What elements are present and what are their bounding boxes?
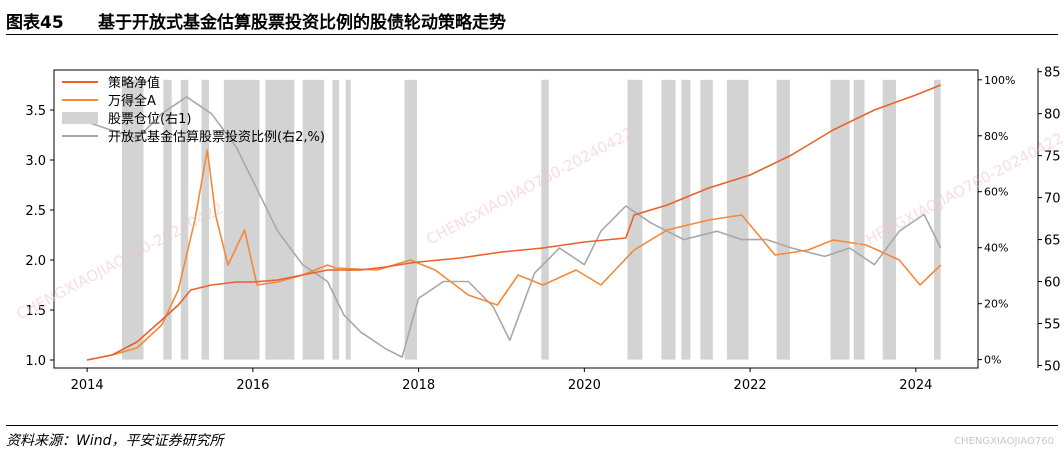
position-bars	[121, 79, 941, 360]
x-tick-label-2: 2018	[402, 378, 435, 393]
position-bar-18	[853, 79, 865, 360]
series-line-1	[86, 149, 942, 361]
series-line-2	[86, 96, 942, 358]
x-axis: 2014 2016 2018 2020 2022 2024	[71, 368, 932, 393]
position-bar-6	[302, 79, 325, 360]
legend-swatch-2	[62, 112, 98, 124]
position-bar-10	[541, 79, 549, 360]
position-bar-17	[830, 79, 850, 360]
position-bar-7	[332, 79, 340, 360]
legend-label-0: 策略净值	[108, 75, 160, 91]
y-left-tick-label-2: 2.0	[25, 254, 46, 269]
position-bar-3	[201, 79, 209, 360]
series-line-0	[86, 84, 941, 361]
x-tick-label-1: 2016	[236, 378, 269, 393]
x-tick-label-4: 2022	[734, 378, 767, 393]
position-bar-13	[681, 79, 691, 360]
position-bar-20	[934, 79, 941, 360]
y-right1-tick-label-3: 60%	[984, 186, 1008, 199]
y-right2-tick-label-3: 65	[1044, 234, 1061, 249]
y-axis-left: 1.0 1.5 2.0 2.5 3.0 3.5	[25, 104, 54, 369]
y-left-tick-label-4: 3.0	[25, 154, 46, 169]
y-left-tick-label-3: 2.5	[25, 204, 46, 219]
plot-frame	[53, 69, 979, 369]
position-bar-11	[627, 79, 643, 360]
y-right1-tick-label-5: 100%	[984, 74, 1015, 87]
position-bar-19	[882, 79, 896, 360]
y-left-tick-label-5: 3.5	[25, 104, 46, 119]
y-left-tick-label-1: 1.5	[25, 304, 46, 319]
position-bar-16	[776, 79, 790, 360]
figure-number: 图表45	[6, 13, 64, 33]
position-bar-4	[223, 79, 260, 360]
legend-label-1: 万得全A	[108, 93, 156, 109]
position-bar-1	[163, 79, 172, 360]
y-axis-right-position: 0% 20% 40% 60% 80% 100%	[978, 74, 1015, 367]
figure-header: 图表45 基于开放式基金估算股票投资比例的股债轮动策略走势	[6, 6, 1058, 34]
y-right2-tick-label-1: 55	[1044, 318, 1061, 333]
y-axis-right-ratio: 50 55 60 65 70 75 80 85	[1037, 66, 1061, 374]
x-tick-label-3: 2020	[568, 378, 601, 393]
y-right2-tick-label-7: 85	[1044, 66, 1061, 81]
source-note: 资料来源：Wind，平安证券研究所	[6, 433, 224, 449]
watermark-diagonal-2: CHENGXIAOJIAO760-20240422	[423, 124, 636, 249]
y-right1-tick-label-2: 40%	[984, 242, 1008, 255]
legend-label-2: 股票仓位(右1)	[108, 112, 191, 127]
x-tick-label-5: 2024	[899, 378, 932, 393]
y-right2-tick-label-0: 50	[1044, 359, 1061, 374]
y-right2-tick-label-5: 75	[1044, 150, 1061, 165]
y-right1-tick-label-1: 20%	[984, 298, 1008, 311]
y-right2-tick-label-4: 70	[1044, 192, 1061, 207]
position-bar-2	[180, 79, 189, 360]
position-bar-8	[345, 79, 351, 360]
y-right2-tick-label-6: 80	[1044, 108, 1061, 123]
y-right1-tick-label-4: 80%	[984, 130, 1008, 143]
position-bar-15	[726, 79, 749, 360]
footer-divider	[6, 425, 1058, 426]
watermark-text: CHENGXIAOJIAO760	[954, 436, 1054, 447]
position-bar-12	[661, 79, 676, 360]
position-bar-9	[404, 79, 417, 360]
figure-title: 基于开放式基金估算股票投资比例的股债轮动策略走势	[98, 13, 506, 33]
y-left-tick-label-0: 1.0	[25, 354, 46, 369]
position-bar-0	[121, 79, 144, 360]
series-lines	[86, 84, 942, 361]
y-right2-tick-label-2: 60	[1044, 276, 1061, 291]
title-divider	[6, 34, 1058, 35]
position-bar-5	[265, 79, 295, 360]
x-tick-label-0: 2014	[71, 378, 104, 393]
chart-area: 2014 2016 2018 2020 2022 2024 1.0 1.5 2.0 2.5 3.0…	[13, 66, 1064, 393]
y-right1-tick-label-0: 0%	[984, 354, 1001, 367]
legend-label-3: 开放式基金估算股票投资比例(右2,%)	[108, 129, 325, 145]
